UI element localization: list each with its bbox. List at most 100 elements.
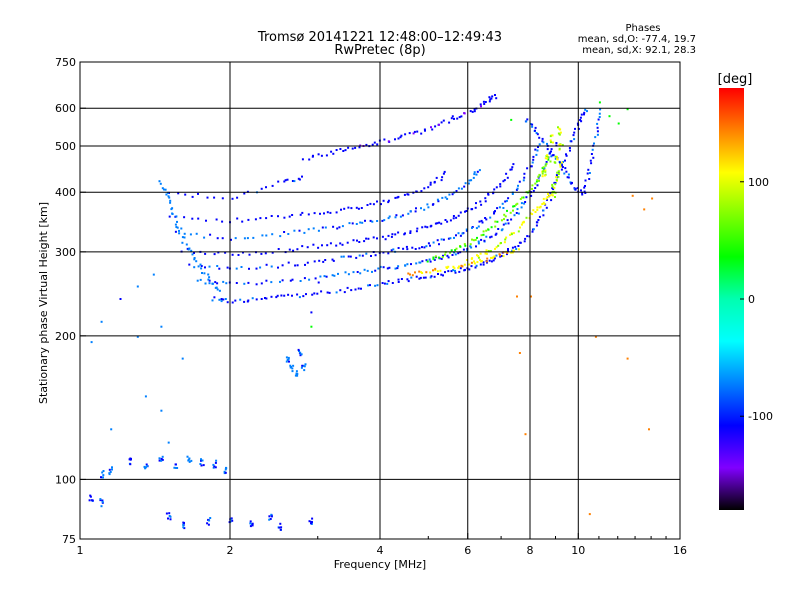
echo-point xyxy=(485,249,488,252)
echo-point xyxy=(516,295,518,298)
echo-point xyxy=(534,187,537,189)
echo-point xyxy=(181,241,184,244)
echo-point xyxy=(457,232,460,235)
echo-point xyxy=(260,187,263,190)
echo-point xyxy=(584,192,587,194)
echo-point xyxy=(269,518,272,520)
echo-point xyxy=(322,260,325,263)
echo-point xyxy=(470,179,473,182)
echo-point xyxy=(301,175,303,178)
echo-point xyxy=(488,100,491,103)
echo-point xyxy=(584,108,587,111)
echo-point xyxy=(596,122,599,125)
echo-point xyxy=(420,132,423,135)
echo-point xyxy=(499,183,502,186)
echo-point xyxy=(382,266,385,269)
echo-point xyxy=(535,180,538,183)
echo-point xyxy=(484,101,487,103)
echo-point xyxy=(288,360,290,363)
echo-point xyxy=(102,474,105,477)
echo-point xyxy=(515,188,518,191)
echo-point xyxy=(265,186,267,189)
echo-point xyxy=(376,200,378,203)
echo-point xyxy=(409,230,412,233)
echo-point xyxy=(371,220,374,223)
echo-point xyxy=(477,240,480,243)
echo-point xyxy=(169,518,172,521)
echo-point xyxy=(475,202,477,205)
echo-point xyxy=(321,226,324,229)
echo-point xyxy=(259,217,262,220)
echo-point xyxy=(218,298,221,301)
echo-point xyxy=(146,465,149,467)
echo-point xyxy=(291,294,293,297)
echo-point xyxy=(551,183,554,186)
echo-point xyxy=(442,274,444,277)
echo-point xyxy=(193,258,196,261)
echo-point xyxy=(510,118,513,121)
echo-point xyxy=(191,217,194,220)
echo-point xyxy=(160,459,163,462)
echo-point xyxy=(532,189,535,192)
echo-point xyxy=(550,199,553,202)
echo-point xyxy=(483,103,486,105)
echo-point xyxy=(265,297,268,300)
echo-point xyxy=(549,135,552,138)
echo-point xyxy=(481,260,483,263)
echo-point xyxy=(367,284,370,287)
echo-point xyxy=(177,192,180,195)
echo-point xyxy=(551,187,554,190)
echo-point xyxy=(541,203,544,205)
echo-point xyxy=(484,200,487,203)
echo-point xyxy=(291,214,294,216)
echo-point xyxy=(554,157,557,160)
echo-point xyxy=(574,188,577,191)
echo-point xyxy=(608,115,611,118)
echo-point xyxy=(251,522,254,525)
echo-point xyxy=(433,181,436,184)
echo-point xyxy=(347,206,350,209)
echo-point xyxy=(216,265,219,267)
echo-point xyxy=(541,137,544,140)
y-tick-label: 200 xyxy=(55,330,76,343)
echo-point xyxy=(489,236,492,239)
echo-point xyxy=(446,220,449,223)
echo-point xyxy=(90,341,93,344)
echo-point xyxy=(524,201,527,203)
echo-point xyxy=(374,269,377,272)
echo-point xyxy=(185,243,188,246)
echo-point xyxy=(310,522,312,525)
echo-point xyxy=(255,283,258,286)
echo-point xyxy=(426,260,429,263)
echo-point xyxy=(317,281,320,284)
echo-point xyxy=(225,467,228,470)
echo-point xyxy=(101,500,104,503)
echo-point xyxy=(320,290,323,293)
echo-point xyxy=(428,258,431,261)
echo-point xyxy=(434,269,437,272)
echo-point xyxy=(492,259,495,262)
echo-point xyxy=(488,96,491,99)
echo-point xyxy=(243,300,246,303)
echo-point xyxy=(294,374,297,377)
echo-point xyxy=(482,233,485,236)
echo-point xyxy=(296,293,299,296)
echo-point xyxy=(531,184,534,187)
echo-point xyxy=(330,150,333,153)
echo-point xyxy=(207,523,210,526)
echo-point xyxy=(429,260,432,263)
stats-line-o: mean, sd,O: -77.4, 19.7 xyxy=(578,34,696,45)
echo-point xyxy=(529,165,532,168)
echo-point xyxy=(217,251,220,254)
echo-point xyxy=(335,149,338,151)
echo-point xyxy=(544,157,547,160)
echo-point xyxy=(316,292,319,295)
echo-point xyxy=(343,207,346,210)
echo-point xyxy=(288,215,291,218)
echo-point xyxy=(350,289,353,292)
echo-point xyxy=(320,154,323,157)
echo-point xyxy=(512,232,515,235)
x-axis: 1 2 4 6 8 10 16 xyxy=(77,533,687,557)
echo-point xyxy=(374,254,377,257)
echo-point xyxy=(479,200,482,203)
